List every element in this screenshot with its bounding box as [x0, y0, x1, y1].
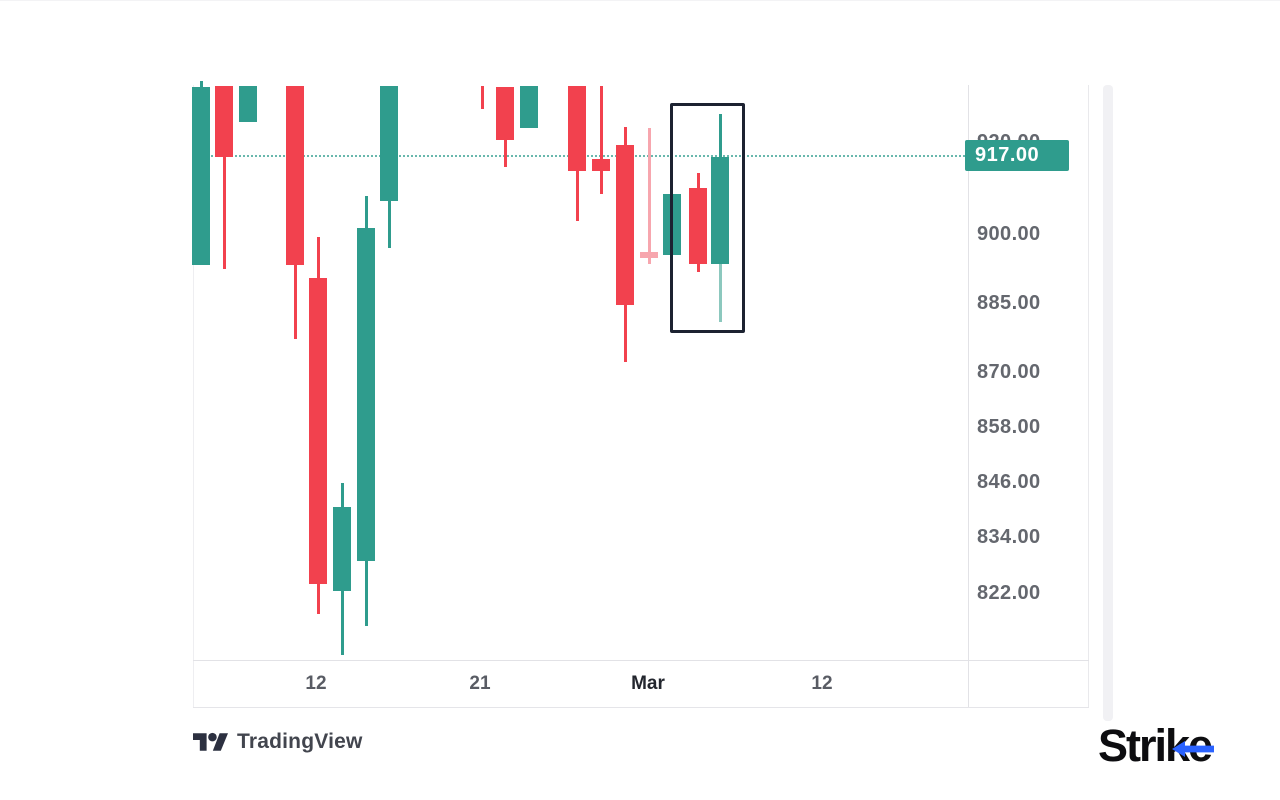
candle-wick	[647, 128, 651, 254]
candle-body	[192, 87, 210, 265]
candle-wick	[222, 156, 226, 269]
candle-body	[520, 85, 538, 129]
candle-wick	[316, 582, 320, 614]
candle-wick	[387, 199, 391, 249]
tradingview-label: TradingView	[237, 729, 363, 753]
candle-wick	[696, 172, 700, 189]
candle-body	[496, 87, 514, 141]
chart-bottom-border	[193, 707, 1089, 708]
time-axis-label: 12	[305, 673, 327, 694]
strike-logo: Strik e	[1098, 720, 1215, 771]
candle-wick	[623, 304, 627, 363]
chart-right-border	[1088, 85, 1089, 707]
candle-wick	[199, 80, 203, 89]
left-arrow-icon	[1172, 741, 1215, 757]
time-axis-label: 12	[811, 673, 833, 694]
price-axis-label: 858.00	[977, 415, 1041, 438]
candle-wick	[718, 113, 722, 159]
strike-logo-e: e	[1188, 720, 1213, 771]
candle-wick	[364, 195, 368, 229]
time-axis-label: Mar	[631, 673, 665, 694]
plot-left-border	[193, 85, 194, 707]
candle-wick	[696, 262, 700, 273]
candle-body	[640, 252, 658, 259]
candle-body	[333, 507, 351, 591]
price-axis-label: 846.00	[977, 471, 1041, 494]
tradingview-icon	[193, 729, 228, 754]
scrollbar-track	[1103, 85, 1113, 721]
candle-body	[568, 85, 586, 171]
candle-wick	[503, 139, 507, 168]
candle-wick	[599, 85, 603, 160]
top-edge-line	[0, 0, 1280, 1]
candle-body	[380, 85, 398, 201]
price-axis-divider	[968, 85, 969, 707]
candle-wick	[364, 559, 368, 626]
candle-wick	[340, 482, 344, 509]
price-axis-label: 885.00	[977, 291, 1041, 314]
last-price-badge: 917.00	[965, 140, 1069, 171]
price-axis-label: 900.00	[977, 222, 1041, 245]
candle-body	[711, 157, 729, 264]
time-axis-label: 21	[469, 673, 491, 694]
strike-logo-text: Strik	[1098, 720, 1190, 771]
candle-body	[239, 85, 257, 123]
candle-wick	[293, 263, 297, 339]
candle-wick	[599, 169, 603, 194]
candle-wick	[480, 85, 484, 109]
candle-body	[689, 187, 707, 264]
candle-wick	[718, 262, 722, 323]
candle-wick	[340, 589, 344, 656]
candle-wick	[575, 169, 579, 221]
candle-wick	[316, 237, 320, 280]
candle-body	[357, 227, 375, 561]
price-axis-label: 870.00	[977, 360, 1041, 383]
price-axis-label: 822.00	[977, 581, 1041, 604]
xaxis-top-border	[193, 660, 1089, 661]
tradingview-attribution[interactable]: TradingView	[193, 729, 363, 754]
candle-body	[592, 158, 610, 171]
price-axis-label: 834.00	[977, 526, 1041, 549]
candle-wick	[647, 257, 651, 264]
pattern-highlight-box	[670, 103, 745, 333]
candle-wick	[623, 127, 627, 147]
candle-body	[309, 278, 327, 584]
candle-body	[286, 85, 304, 265]
candle-body	[616, 145, 634, 306]
candle-body	[215, 85, 233, 158]
